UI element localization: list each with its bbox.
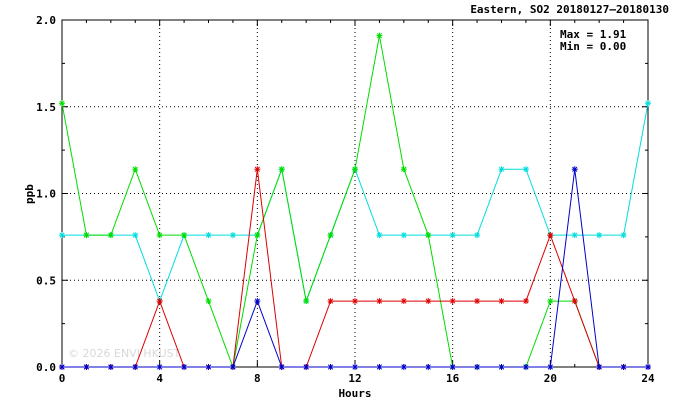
x-axis-label: Hours [338, 387, 371, 400]
grid [62, 20, 648, 367]
y-axis-label: ppb [23, 184, 36, 204]
data-point [352, 166, 358, 173]
y-tick-labels: 0.0 0.5 1.0 1.5 2.0 [36, 14, 56, 374]
data-point [425, 298, 432, 305]
data-point [498, 364, 505, 370]
data-point [229, 232, 236, 239]
max-label: Max = 1.91 [560, 28, 627, 41]
data-point [449, 298, 456, 305]
data-point [352, 364, 358, 370]
x-tick-label: 8 [254, 372, 261, 385]
data-point [376, 364, 383, 370]
data-point [205, 232, 212, 239]
data-point [278, 364, 285, 370]
x-tick-label: 4 [156, 372, 163, 385]
data-point [522, 364, 529, 370]
data-point [205, 364, 212, 370]
data-point [376, 232, 383, 239]
data-point [303, 298, 310, 305]
data-point [522, 298, 529, 305]
x-tick-label: 0 [59, 372, 66, 385]
watermark: © 2026 ENVI HKUST [68, 347, 181, 360]
y-tick-label: 1.5 [36, 101, 56, 114]
series-line [61, 35, 600, 369]
y-tick-label: 2.0 [36, 14, 56, 27]
data-point [278, 166, 285, 173]
data-point [400, 232, 407, 239]
data-point [156, 232, 163, 239]
data-point [156, 364, 163, 370]
data-point [254, 298, 261, 305]
data-point [425, 232, 432, 239]
data-point [571, 232, 578, 239]
data-point [83, 364, 90, 370]
data-point [547, 298, 554, 305]
data-point [107, 364, 114, 370]
data-point [547, 364, 554, 370]
data-point [498, 298, 505, 305]
y-tick-label: 0.0 [36, 361, 56, 374]
data-point [327, 298, 334, 305]
data-point [107, 232, 114, 239]
data-point [352, 298, 358, 305]
chart-title: Eastern, SO2 20180127–20180130 [470, 3, 669, 16]
data-point [59, 100, 65, 107]
data-point [181, 364, 188, 370]
data-point [400, 298, 407, 305]
data-point [571, 166, 578, 173]
data-point [132, 364, 139, 370]
data-point [449, 364, 456, 370]
data-point [522, 166, 529, 173]
y-tick-label: 0.5 [36, 274, 56, 287]
data-point [59, 232, 65, 239]
series-4 [59, 166, 651, 370]
data-point [620, 364, 627, 370]
data-point [596, 364, 603, 370]
data-point [449, 232, 456, 239]
data-point [645, 100, 651, 107]
data-point [400, 166, 407, 173]
series-group [59, 32, 651, 370]
x-tick-label: 24 [641, 372, 655, 385]
data-point [303, 364, 310, 370]
data-point [83, 232, 90, 239]
data-point [376, 298, 383, 305]
data-point [498, 166, 505, 173]
data-point [425, 364, 432, 370]
data-point [254, 232, 261, 239]
x-tick-label: 20 [544, 372, 557, 385]
data-point [645, 364, 651, 370]
data-point [547, 232, 554, 239]
y-tick-label: 1.0 [36, 188, 56, 201]
data-point [474, 232, 481, 239]
data-point [132, 232, 139, 239]
data-point [327, 364, 334, 370]
min-label: Min = 0.00 [560, 40, 626, 53]
data-point [376, 32, 383, 39]
data-point [474, 298, 481, 305]
series-2 [59, 32, 603, 370]
data-point [229, 364, 236, 370]
data-point [474, 364, 481, 370]
data-point [571, 298, 578, 305]
data-point [254, 166, 261, 173]
x-tick-label: 12 [348, 372, 361, 385]
data-point [132, 166, 139, 173]
data-point [156, 298, 163, 305]
data-point [620, 232, 627, 239]
data-point [205, 298, 212, 305]
data-point [327, 232, 334, 239]
x-tick-labels: 0 4 8 12 16 20 24 [59, 372, 655, 385]
data-point [181, 232, 188, 239]
data-point [596, 232, 603, 239]
x-tick-label: 16 [446, 372, 460, 385]
data-point [400, 364, 407, 370]
data-point [59, 364, 65, 370]
